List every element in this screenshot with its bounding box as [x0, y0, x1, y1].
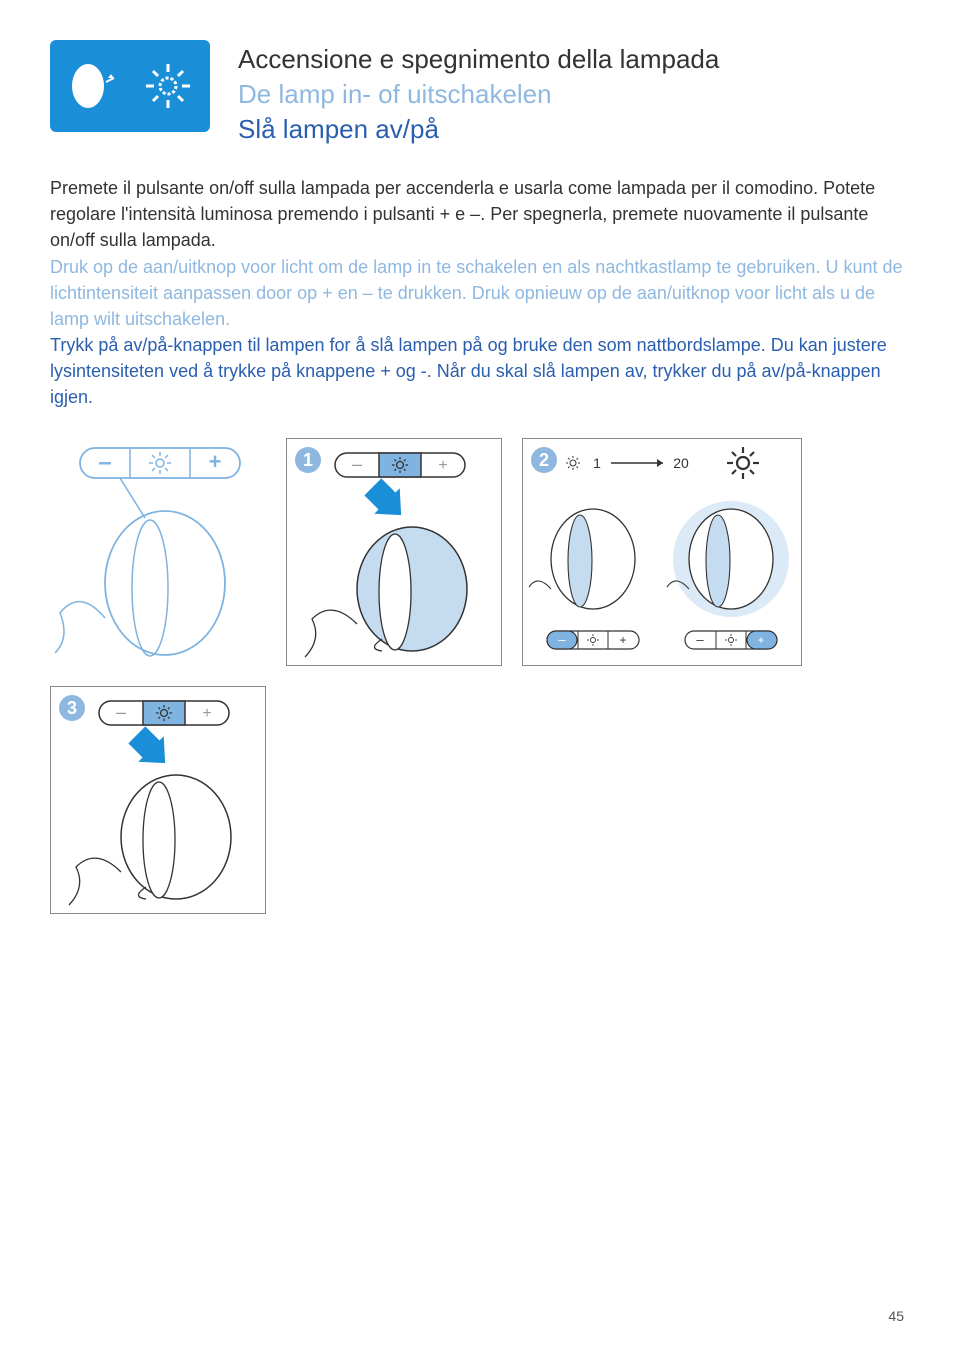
svg-text:–: – — [696, 632, 704, 647]
step-badge-3: 3 — [59, 695, 85, 721]
svg-text:–: – — [558, 632, 566, 647]
diagram-step-3: 3 – + — [50, 686, 266, 914]
svg-text:+: + — [757, 633, 764, 647]
paragraph-no: Trykk på av/på-knappen til lampen for å … — [50, 335, 887, 407]
svg-text:–: – — [98, 449, 111, 476]
svg-text:+: + — [209, 449, 222, 474]
instruction-text: Premete il pulsante on/off sulla lampada… — [50, 175, 904, 410]
svg-text:+: + — [202, 705, 211, 722]
svg-text:–: – — [352, 454, 362, 474]
brightness-max: 20 — [673, 455, 689, 471]
diagram-overview: – + — [50, 438, 266, 666]
title-no: Slå lampen av/på — [238, 112, 719, 147]
step-badge-1: 1 — [295, 447, 321, 473]
paragraph-nl: Druk op de aan/uitknop voor licht om de … — [50, 257, 903, 329]
section-header: Accensione e spegnimento della lampada D… — [50, 40, 904, 147]
svg-text:+: + — [619, 633, 626, 647]
page-number: 45 — [888, 1308, 904, 1324]
header-icon-box — [50, 40, 210, 132]
title-block: Accensione e spegnimento della lampada D… — [238, 40, 719, 147]
lamp-icon — [66, 56, 130, 116]
svg-text:+: + — [438, 457, 447, 474]
sun-icon — [142, 60, 194, 112]
title-it: Accensione e spegnimento della lampada — [238, 42, 719, 77]
diagram-step-1: 1 – + — [286, 438, 502, 666]
paragraph-it: Premete il pulsante on/off sulla lampada… — [50, 178, 875, 250]
step-badge-2: 2 — [531, 447, 557, 473]
svg-text:–: – — [116, 702, 126, 722]
title-nl: De lamp in- of uitschakelen — [238, 77, 719, 112]
diagram-step-2: 2 1 20 — [522, 438, 802, 666]
diagram-grid: – + 1 – — [50, 438, 904, 914]
brightness-min: 1 — [593, 455, 601, 471]
